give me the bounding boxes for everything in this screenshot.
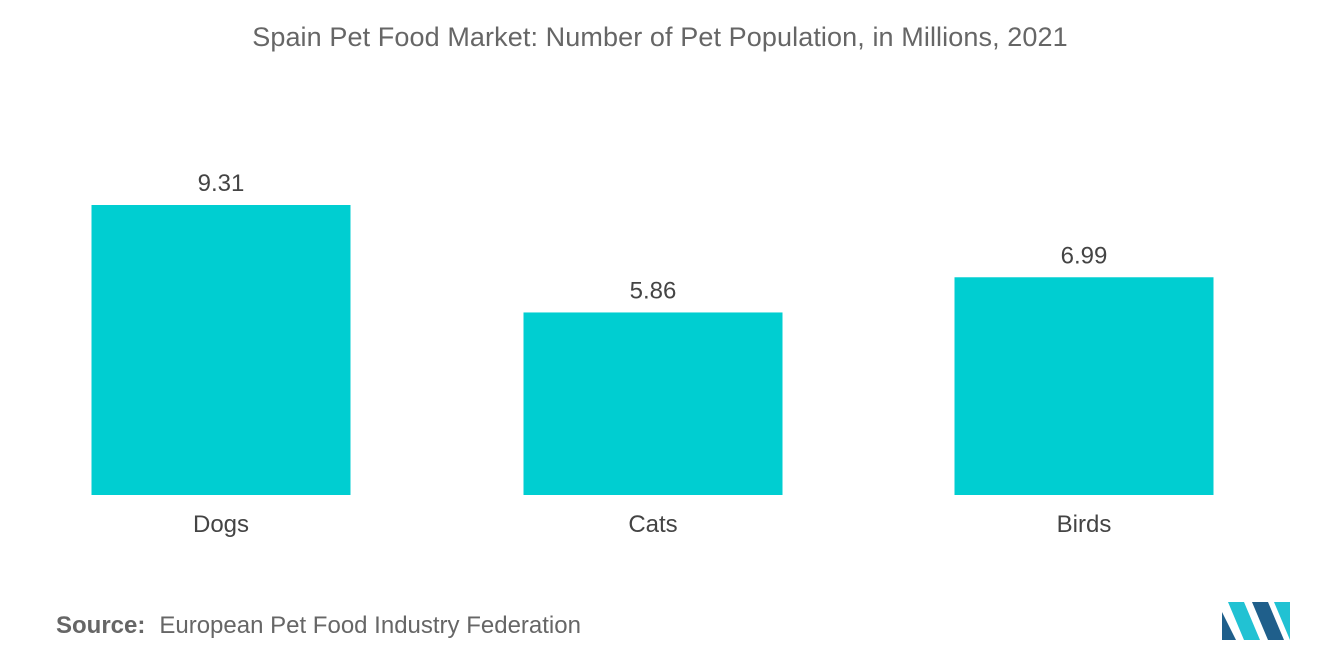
data-label-birds: 6.99	[1061, 242, 1108, 269]
bar-cats	[523, 312, 783, 495]
category-label-birds: Birds	[1057, 511, 1112, 538]
bar-dogs	[91, 205, 351, 495]
category-label-cats: Cats	[628, 511, 677, 538]
bar-birds	[954, 277, 1214, 495]
category-label-dogs: Dogs	[193, 511, 249, 538]
data-label-cats: 5.86	[630, 277, 677, 304]
source-text: European Pet Food Industry Federation	[159, 612, 581, 639]
source-label: Source:	[56, 612, 146, 639]
data-label-dogs: 9.31	[198, 170, 245, 197]
chart-title: Spain Pet Food Market: Number of Pet Pop…	[252, 22, 1068, 52]
source-note: Source: European Pet Food Industry Federa…	[56, 612, 581, 640]
mordor-intelligence-logo-icon	[1222, 602, 1290, 640]
